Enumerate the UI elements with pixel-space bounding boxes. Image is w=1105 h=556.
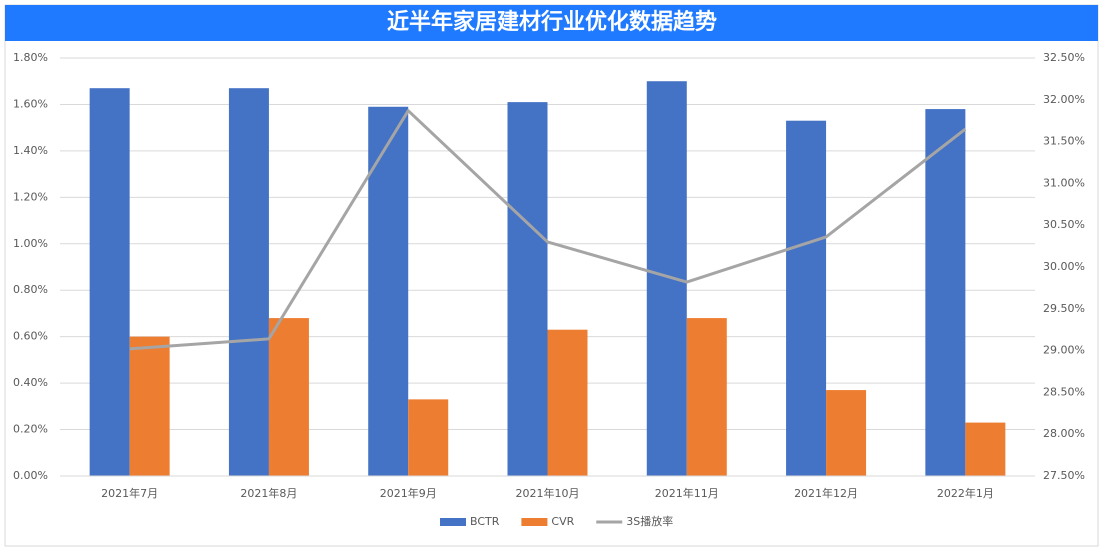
y-tick-label: 1.60%: [13, 97, 48, 110]
x-tick-label: 2021年7月: [101, 486, 158, 500]
bar: [826, 390, 867, 476]
y2-tick-label: 32.50%: [1043, 51, 1085, 64]
y2-tick-label: 29.00%: [1043, 344, 1085, 357]
legend-label: CVR: [551, 515, 574, 528]
bar: [89, 88, 130, 476]
x-tick-label: 2021年9月: [380, 486, 437, 500]
bar: [547, 329, 588, 476]
title-banner: [5, 5, 1098, 41]
y-tick-label: 1.00%: [13, 237, 48, 250]
line: [129, 109, 967, 351]
bar: [925, 109, 966, 476]
y2-tick-label: 30.50%: [1043, 218, 1085, 231]
bar: [408, 399, 449, 476]
y-tick-label: 0.20%: [13, 423, 48, 436]
legend-label: 3S播放率: [626, 514, 673, 528]
bar: [507, 102, 548, 476]
y2-tick-label: 31.50%: [1043, 135, 1085, 148]
y-tick-label: 1.40%: [13, 144, 48, 157]
y2-tick-label: 31.00%: [1043, 176, 1085, 189]
legend-label: BCTR: [470, 515, 500, 528]
legend-swatch: [440, 518, 466, 526]
y2-tick-label: 29.50%: [1043, 302, 1085, 315]
x-tick-label: 2021年12月: [794, 486, 858, 500]
bar: [129, 336, 170, 476]
y2-tick-label: 32.00%: [1043, 93, 1085, 106]
bar: [965, 422, 1006, 476]
y2-tick-label: 27.50%: [1043, 469, 1085, 482]
y-tick-label: 0.00%: [13, 469, 48, 482]
x-tick-label: 2021年10月: [516, 486, 580, 500]
y-tick-label: 1.80%: [13, 51, 48, 64]
bar: [268, 318, 309, 476]
y-tick-label: 1.20%: [13, 190, 48, 203]
x-tick-label: 2022年1月: [937, 486, 994, 500]
x-tick-label: 2021年8月: [240, 486, 297, 500]
y-tick-label: 0.80%: [13, 283, 48, 296]
bar: [646, 81, 687, 476]
bar: [228, 88, 269, 476]
bar: [368, 106, 409, 477]
y-tick-label: 0.60%: [13, 330, 48, 343]
y2-tick-label: 28.00%: [1043, 427, 1085, 440]
bar: [686, 318, 727, 476]
legend-swatch: [521, 518, 548, 526]
x-tick-label: 2021年11月: [655, 486, 719, 500]
bar: [786, 120, 827, 476]
chart-title: 近半年家居建材行业优化数据趋势: [387, 9, 717, 35]
y-tick-label: 0.40%: [13, 376, 48, 389]
y2-tick-label: 30.00%: [1043, 260, 1085, 273]
y2-tick-label: 28.50%: [1043, 385, 1085, 398]
